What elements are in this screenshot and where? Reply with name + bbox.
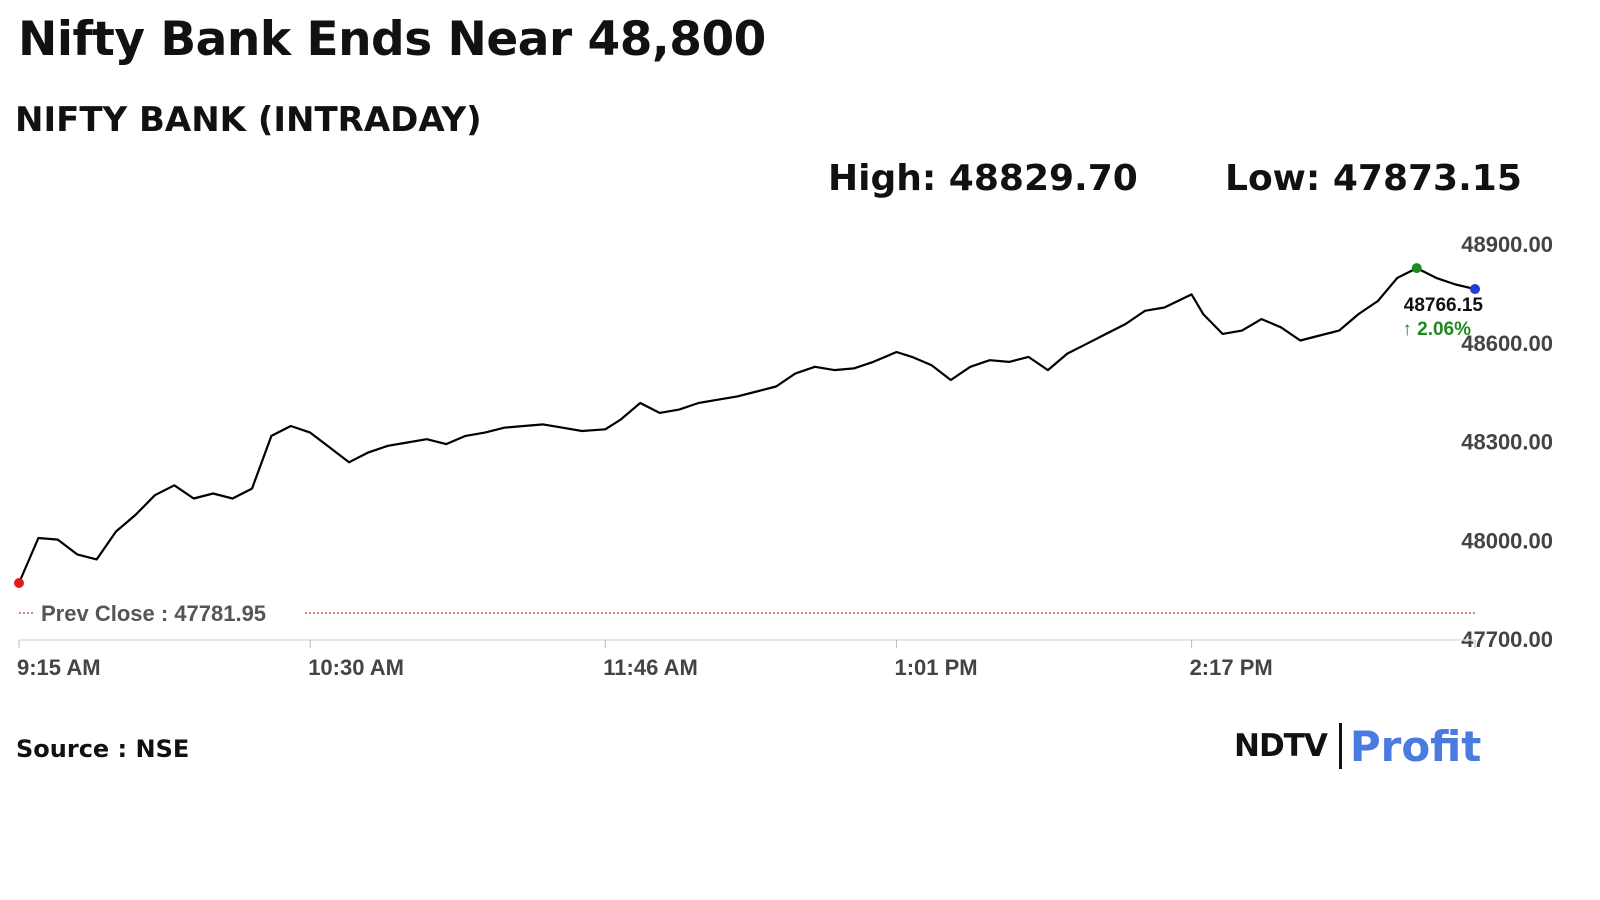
brand-logo: NDTV Profit <box>1234 718 1481 774</box>
y-tick-label: 48600.00 <box>1461 331 1553 356</box>
chart-subtitle: NIFTY BANK (INTRADAY) <box>15 100 482 140</box>
high-point-marker <box>1411 263 1422 274</box>
source-note: Source : NSE <box>16 735 190 763</box>
markers-group: 48766.15 ↑ 2.06% <box>14 263 1484 589</box>
last-point-marker <box>1470 284 1480 295</box>
x-tick-label: 9:15 AM <box>17 655 101 680</box>
series-group <box>17 267 1476 584</box>
brand-divider <box>1338 723 1342 769</box>
y-tick-label: 47700.00 <box>1461 627 1553 652</box>
x-tick-label: 1:01 PM <box>894 655 977 680</box>
intraday-line-chart: 48900.00 48600.00 48300.00 48000.00 47700.00… <box>14 232 1553 680</box>
x-axis: 9:15 AM 10:30 AM 11:46 AM 1:01 PM 2:17 PM <box>17 639 1476 680</box>
y-axis: 48900.00 48600.00 48300.00 48000.00 47700.00 <box>1461 232 1553 652</box>
brand-profit-text: Profit <box>1349 721 1482 771</box>
x-tick-label: 11:46 AM <box>603 655 698 680</box>
x-tick-label: 10:30 AM <box>308 655 404 680</box>
prev-close-label: Prev Close : 47781.95 <box>41 601 266 626</box>
y-tick-label: 48300.00 <box>1461 430 1553 455</box>
brand-ndtv-text: NDTV <box>1234 728 1328 764</box>
x-tick-label: 2:17 PM <box>1190 655 1273 680</box>
y-tick-label: 48000.00 <box>1461 528 1553 553</box>
y-tick-label: 48900.00 <box>1461 232 1553 257</box>
open-point-marker <box>14 578 24 589</box>
headline: Nifty Bank Ends Near 48,800 <box>18 12 766 67</box>
prev-close-reference: Prev Close : 47781.95 <box>19 601 1475 626</box>
change-percent-label: ↑ 2.06% <box>1402 319 1471 340</box>
last-value-label: 48766.15 <box>1404 295 1484 316</box>
price-line <box>17 267 1476 584</box>
day-low-stat: Low: 47873.15 <box>1225 158 1522 199</box>
day-high-stat: High: 48829.70 <box>828 158 1138 199</box>
